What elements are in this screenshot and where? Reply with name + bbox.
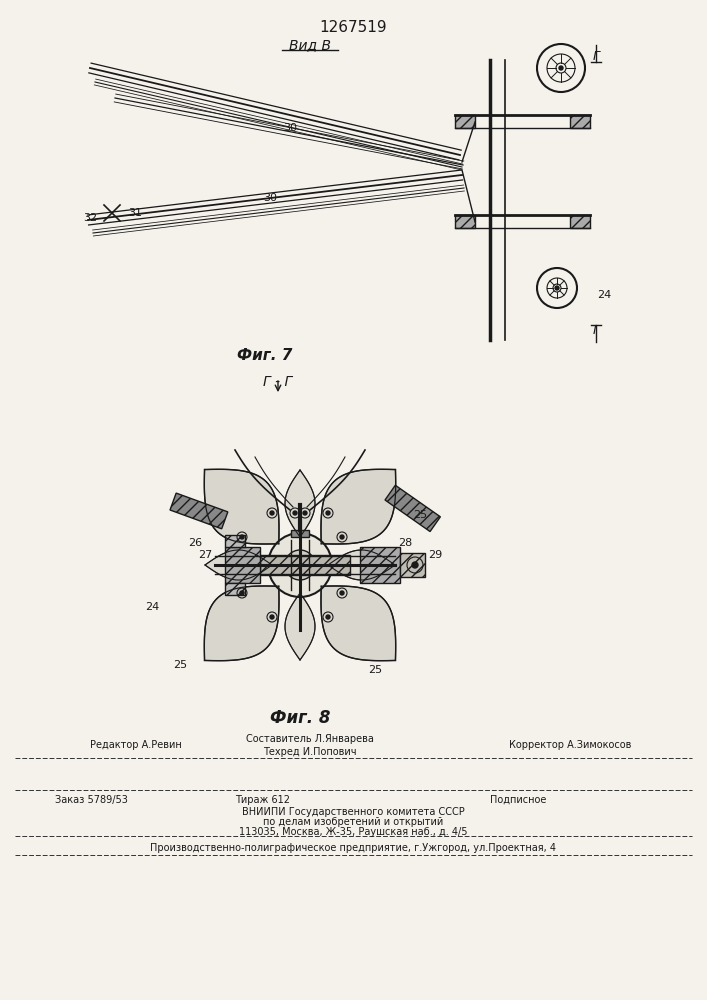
Text: Тираж 612: Тираж 612 (235, 795, 290, 805)
Circle shape (412, 562, 418, 568)
Circle shape (340, 591, 344, 595)
Text: Производственно-полиграфическое предприятие, г.Ужгород, ул.Проектная, 4: Производственно-полиграфическое предприя… (150, 843, 556, 853)
Text: Техред И.Попович: Техред И.Попович (263, 747, 357, 757)
Polygon shape (285, 593, 315, 660)
Circle shape (340, 535, 344, 539)
Polygon shape (385, 485, 440, 532)
Circle shape (240, 535, 244, 539)
Text: 1267519: 1267519 (319, 20, 387, 35)
Polygon shape (360, 547, 400, 583)
Text: 30: 30 (283, 123, 297, 133)
Text: Вид В: Вид В (289, 38, 331, 52)
Text: 28: 28 (398, 538, 412, 548)
Text: Г - Г: Г - Г (264, 375, 293, 389)
Text: 26: 26 (188, 538, 202, 548)
Polygon shape (225, 547, 260, 583)
Polygon shape (204, 469, 279, 544)
Text: ВНИИПИ Государственного комитета СССР: ВНИИПИ Государственного комитета СССР (242, 807, 464, 817)
Polygon shape (260, 555, 350, 575)
Polygon shape (328, 550, 395, 580)
Polygon shape (285, 470, 315, 537)
Text: Г: Г (592, 324, 600, 336)
Text: 25: 25 (368, 665, 382, 675)
Text: Фиг. 7: Фиг. 7 (238, 348, 293, 362)
Polygon shape (570, 115, 590, 128)
Text: 113035, Москва, Ж-35, Раушская наб., д. 4/5: 113035, Москва, Ж-35, Раушская наб., д. … (239, 827, 467, 837)
Circle shape (285, 550, 315, 580)
Circle shape (303, 511, 307, 515)
Text: Заказ 5789/53: Заказ 5789/53 (55, 795, 128, 805)
Text: 29: 29 (428, 550, 442, 560)
Text: Фиг. 8: Фиг. 8 (270, 709, 330, 727)
Polygon shape (400, 553, 425, 577)
Polygon shape (570, 215, 590, 228)
Text: Редактор А.Ревин: Редактор А.Ревин (90, 740, 182, 750)
Text: Корректор А.Зимокосов: Корректор А.Зимокосов (509, 740, 631, 750)
Circle shape (270, 511, 274, 515)
Polygon shape (321, 469, 396, 544)
Text: Составитель Л.Январева: Составитель Л.Январева (246, 734, 374, 744)
Circle shape (555, 286, 559, 290)
Polygon shape (321, 586, 396, 661)
Polygon shape (455, 215, 475, 228)
Circle shape (326, 511, 330, 515)
Circle shape (326, 615, 330, 619)
Text: Подписное: Подписное (490, 795, 547, 805)
Polygon shape (225, 535, 245, 547)
Polygon shape (205, 550, 272, 580)
Text: 32: 32 (83, 213, 97, 223)
Text: 30: 30 (263, 193, 277, 203)
Text: 24: 24 (145, 602, 159, 612)
Text: 27: 27 (198, 550, 212, 560)
Text: 25: 25 (413, 510, 427, 520)
Text: по делам изобретений и открытий: по делам изобретений и открытий (263, 817, 443, 827)
Polygon shape (225, 583, 245, 595)
Text: 24: 24 (597, 290, 612, 300)
Polygon shape (170, 493, 228, 529)
Text: 31: 31 (128, 208, 142, 218)
Circle shape (559, 66, 563, 70)
Polygon shape (455, 115, 475, 128)
Text: Г: Г (592, 49, 600, 62)
Polygon shape (291, 530, 309, 537)
Circle shape (268, 533, 332, 597)
Text: 25: 25 (173, 660, 187, 670)
Circle shape (270, 615, 274, 619)
Polygon shape (204, 586, 279, 661)
Circle shape (293, 511, 297, 515)
Circle shape (296, 562, 303, 568)
Circle shape (240, 591, 244, 595)
